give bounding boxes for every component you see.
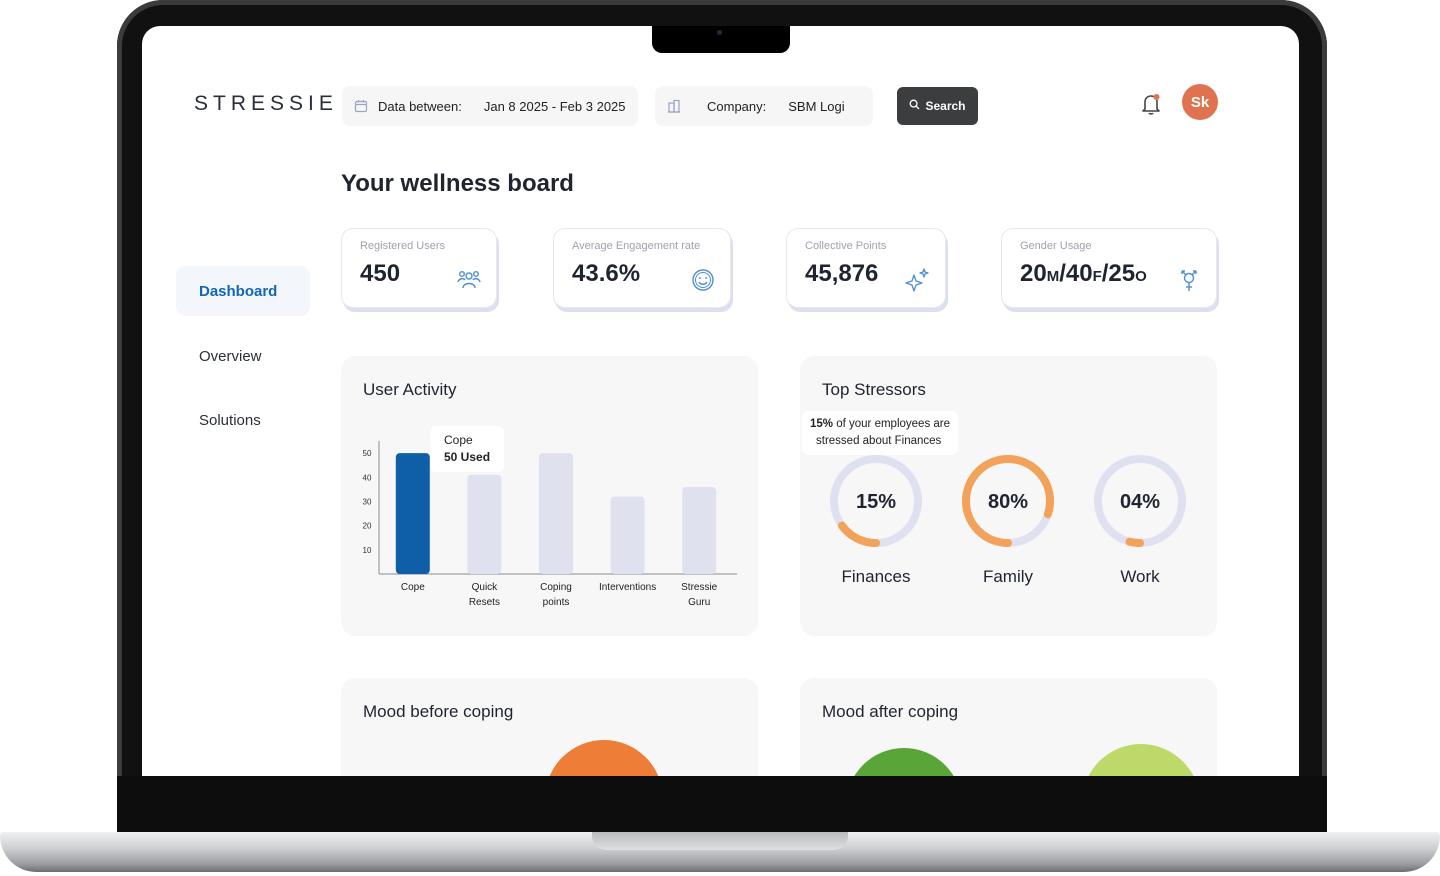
sidebar-item-overview[interactable]: Overview xyxy=(199,347,262,365)
mood-after-chart-green xyxy=(846,748,962,778)
chart-tooltip-title: Cope xyxy=(444,433,473,447)
chart-tooltip: Cope 50 Used xyxy=(430,426,505,472)
chart-tooltip-value: 50 Used xyxy=(444,450,491,464)
app-logo: STRESSIE xyxy=(194,92,338,115)
x-tick-label: Resets xyxy=(469,597,500,608)
stat-label: Collective Points xyxy=(805,240,887,252)
bar-quick-resets[interactable] xyxy=(467,474,502,574)
y-tick-label: 50 xyxy=(363,449,372,458)
x-tick-label: Stressie xyxy=(681,582,718,593)
stat-card-engagement-rate: Average Engagement rate 43.6% xyxy=(553,228,731,308)
date-range-filter[interactable]: Data between: Jan 8 2025 - Feb 3 2025 xyxy=(342,86,638,126)
x-tick-label: Coping xyxy=(540,582,572,593)
gender-female-suffix: F xyxy=(1092,268,1102,285)
user-avatar[interactable]: Sk xyxy=(1182,84,1218,120)
mood-before-chart-orange xyxy=(545,740,663,778)
date-range-label: Data between: xyxy=(378,98,462,114)
stat-label: Gender Usage xyxy=(1020,240,1092,252)
stat-label: Average Engagement rate xyxy=(572,240,701,252)
x-tick-label: Quick xyxy=(472,582,499,593)
x-tick-label: Cope xyxy=(401,582,425,593)
company-value: SBM Logi xyxy=(788,98,845,114)
company-filter[interactable]: Company: SBM Logi xyxy=(655,86,873,126)
users-icon xyxy=(456,267,482,293)
stat-value: 45,876 xyxy=(805,260,879,287)
user-activity-chart: 10 20 30 40 50 Cope Quick Resets Coping points Int… xyxy=(363,441,737,608)
building-icon xyxy=(667,99,681,113)
stat-value: 20M/40F/25O xyxy=(1020,260,1200,288)
stressor-rings: 15% 80% 04% xyxy=(830,455,1186,547)
stat-value: 43.6% xyxy=(572,260,641,287)
top-stressors-panel: Top Stressors 15% of your employees are … xyxy=(800,356,1217,636)
date-range-value: Jan 8 2025 - Feb 3 2025 xyxy=(483,98,626,114)
laptop-screen: STRESSIE Data between: Jan 8 2025 - Feb … xyxy=(142,26,1299,778)
y-tick-label: 30 xyxy=(363,497,372,506)
search-button[interactable]: Search xyxy=(897,87,978,125)
x-tick-label: points xyxy=(543,597,570,608)
user-activity-title: User Activity xyxy=(363,380,457,399)
company-label: Company: xyxy=(707,98,767,114)
stat-card-registered-users: Registered Users 450 xyxy=(341,228,497,308)
stressor-label-work: Work xyxy=(1120,567,1160,586)
mood-after-chart-lime xyxy=(1082,744,1200,778)
gender-female-count: /40 xyxy=(1059,260,1093,287)
x-tick-label: Interventions xyxy=(599,582,656,593)
x-tick-label: Guru xyxy=(688,597,710,608)
bar-stressie-guru[interactable] xyxy=(682,486,717,574)
ring-value: 04% xyxy=(1120,491,1160,513)
y-tick-label: 10 xyxy=(363,546,372,555)
stat-card-gender-usage: Gender Usage 20M/40F/25O xyxy=(1001,228,1217,308)
bar-coping-points[interactable] xyxy=(539,453,573,574)
top-stressors-title: Top Stressors xyxy=(822,380,926,399)
stressor-tooltip: 15% of your employees are stressed about… xyxy=(802,411,959,455)
ring-progress-work[interactable] xyxy=(1094,455,1186,547)
ring-value: 80% xyxy=(988,491,1028,513)
sidebar-item-solutions[interactable]: Solutions xyxy=(199,411,261,429)
stat-card-collective-points: Collective Points 45,876 xyxy=(786,228,946,308)
ring-value: 15% xyxy=(856,491,896,513)
y-tick-label: 40 xyxy=(363,473,372,482)
bar-interventions[interactable] xyxy=(610,496,645,574)
user-activity-panel: User Activity 10 20 30 40 50 Cope Quick Resets C… xyxy=(341,356,758,636)
ring-progress-finances[interactable] xyxy=(830,455,922,547)
laptop-bezel-bottom xyxy=(117,776,1327,836)
smile-icon xyxy=(690,267,716,293)
stat-value: 450 xyxy=(360,260,401,287)
gender-male-count: 20 xyxy=(1020,260,1047,287)
stat-label: Registered Users xyxy=(360,240,445,252)
search-button-label: Search xyxy=(925,99,966,113)
calendar-icon xyxy=(354,99,368,113)
page-title: Your wellness board xyxy=(341,170,574,197)
notification-bell-icon[interactable] xyxy=(1140,92,1162,116)
stressor-label-finances: Finances xyxy=(841,567,911,586)
search-icon xyxy=(909,99,920,113)
camera-icon xyxy=(717,30,722,35)
stressor-tooltip-text: of your employees are xyxy=(833,418,951,430)
sparkles-icon xyxy=(905,267,931,293)
gender-other-suffix: O xyxy=(1135,268,1147,285)
mood-after-title: Mood after coping xyxy=(822,702,959,721)
y-tick-label: 20 xyxy=(363,522,372,531)
mood-before-panel: Mood before coping xyxy=(341,678,758,778)
ring-progress-family[interactable] xyxy=(962,455,1054,547)
bar-cope[interactable] xyxy=(395,453,430,574)
mood-after-panel: Mood after coping xyxy=(800,678,1217,778)
mood-before-title: Mood before coping xyxy=(363,702,514,721)
stressor-tooltip-bold: 15% xyxy=(810,418,834,430)
gender-icon xyxy=(1176,267,1202,293)
stressor-label-family: Family xyxy=(982,567,1034,586)
gender-other-count: /25 xyxy=(1101,260,1136,287)
stressor-tooltip-line2: stressed about Finances xyxy=(816,435,942,447)
sidebar-item-dashboard[interactable]: Dashboard xyxy=(176,266,310,316)
gender-male-suffix: M xyxy=(1046,268,1060,285)
laptop-opening-notch xyxy=(592,832,848,850)
